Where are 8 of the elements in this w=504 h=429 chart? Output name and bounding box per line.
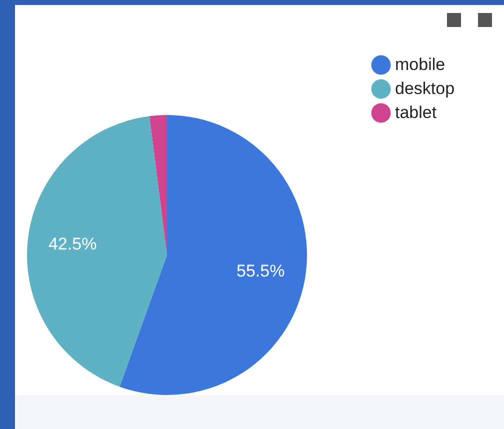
legend-label: desktop	[395, 79, 455, 98]
pie-slice	[120, 115, 307, 395]
pie-slice	[149, 115, 167, 255]
legend-label: tablet	[395, 103, 437, 122]
data-label: 42.5%	[48, 234, 97, 254]
legend-label: mobile	[395, 55, 446, 74]
data-label: 55.5%	[236, 261, 285, 280]
pie-slice	[27, 116, 167, 387]
